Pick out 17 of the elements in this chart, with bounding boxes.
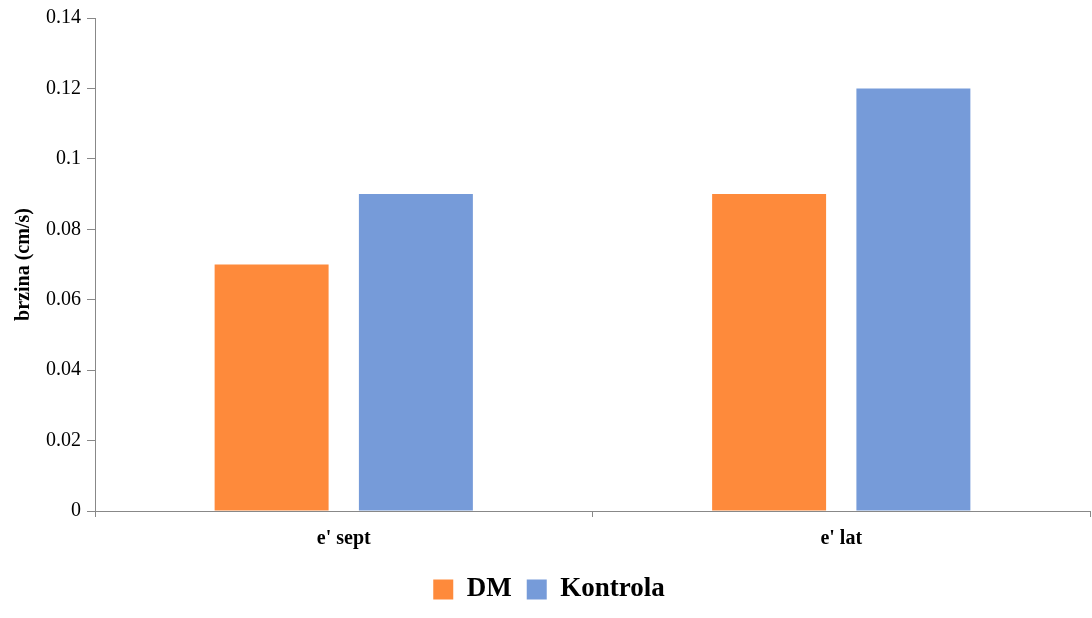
y-tick-label: 0.06 [46,286,81,309]
y-axis-title: brzina (cm/s) [11,208,35,321]
legend-label: Kontrola [560,572,666,603]
y-tick-label: 0.1 [56,146,81,169]
bar [856,88,971,511]
y-tick-label: 0.14 [46,5,81,28]
y-tick-label: 0.02 [46,427,81,450]
bar [358,194,473,511]
y-tick-label: 0.12 [46,75,81,98]
legend-label: DM [466,572,512,603]
x-tick-label: e' sept [316,526,372,550]
y-tick-label: 0 [71,498,81,521]
x-tick-label: e' lat [820,526,863,549]
bar [214,264,329,511]
y-tick-label: 0.04 [46,357,81,380]
y-tick-label: 0.08 [46,216,81,239]
bar [712,194,827,511]
